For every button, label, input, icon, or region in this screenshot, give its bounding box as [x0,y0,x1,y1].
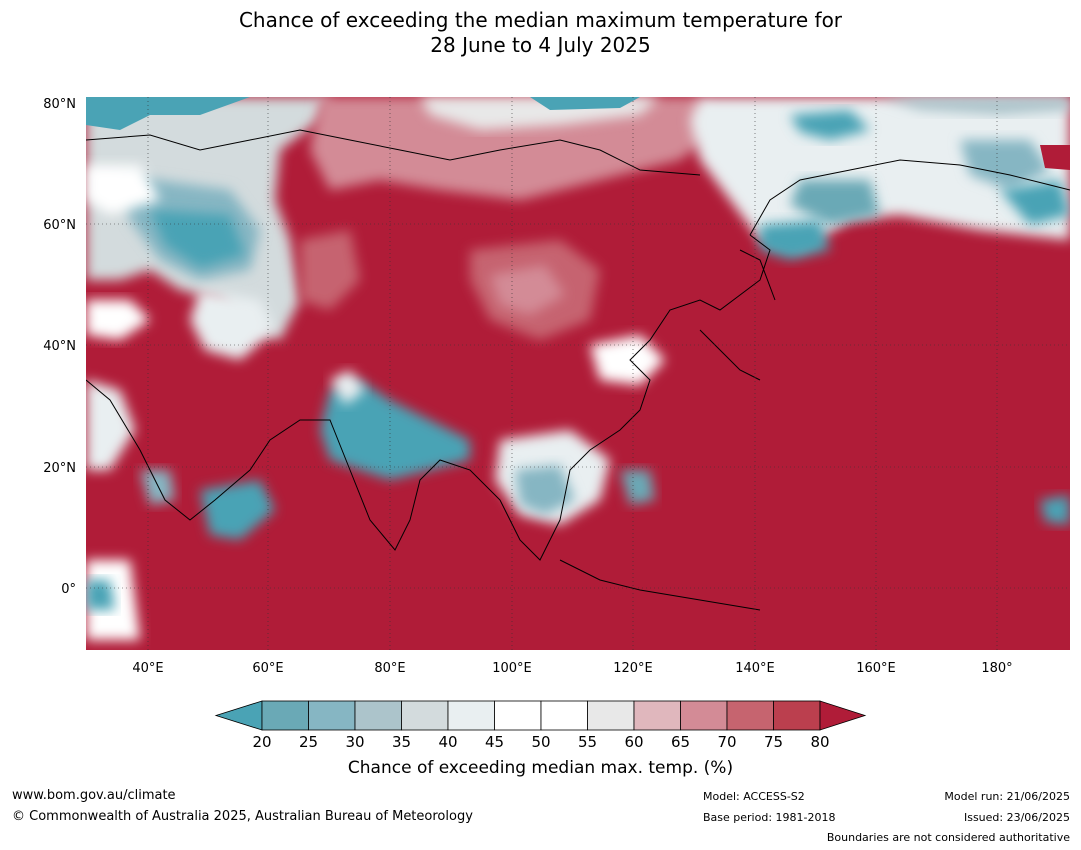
lat-label: 20°N [43,461,76,476]
lat-label: 0° [61,582,76,597]
website-url[interactable]: www.bom.gov.au/climate [12,788,176,803]
colorbar-tick: 40 [438,733,457,751]
colorbar-swatch [447,700,495,731]
colorbar: 20 25 30 35 40 45 50 55 60 65 70 75 80 [214,700,867,751]
lon-label: 120°E [613,661,653,676]
colorbar-swatch [680,700,728,731]
colorbar-swatch [308,700,356,731]
lon-label: 180° [981,661,1012,676]
map-title: Chance of exceeding the median maximum t… [0,8,1081,58]
probability-field [86,97,1070,640]
colorbar-tick: 25 [299,733,318,751]
colorbar-tick: 70 [717,733,736,751]
colorbar-swatch [401,700,449,731]
colorbar-tick: 50 [531,733,550,751]
issued-date: Issued: 23/06/2025 [963,811,1070,824]
copyright-text: © Commonwealth of Australia 2025, Austra… [12,809,473,824]
colorbar-tick: 45 [485,733,504,751]
colorbar-swatch [633,700,681,731]
forecast-map: 80°N 60°N 40°N 20°N 0° 40°E 60°E 80°E 10… [43,97,1070,676]
title-line-1: Chance of exceeding the median maximum t… [238,8,843,32]
colorbar-tick: 55 [578,733,597,751]
colorbar-ticks: 20 25 30 35 40 45 50 55 60 65 70 75 80 [252,733,829,751]
colorbar-extension-high [819,700,867,731]
colorbar-extension-low [214,700,263,731]
colorbar-swatch [494,700,542,731]
lon-label: 40°E [132,661,163,676]
lat-label: 40°N [43,339,76,354]
colorbar-tick: 60 [624,733,643,751]
disclaimer: Boundaries are not considered authoritat… [826,831,1070,844]
title-line-2: 28 June to 4 July 2025 [430,33,651,57]
colorbar-tick: 35 [392,733,411,751]
lon-label: 60°E [252,661,283,676]
lon-label: 140°E [735,661,775,676]
colorbar-swatch [726,700,774,731]
colorbar-swatch [587,700,635,731]
lon-label: 100°E [492,661,532,676]
colorbar-swatch [540,700,588,731]
model-run: Model run: 21/06/2025 [944,790,1070,803]
lon-label: 80°E [374,661,405,676]
model-name: Model: ACCESS-S2 [703,790,805,803]
colorbar-tick: 30 [345,733,364,751]
lon-label: 160°E [856,661,896,676]
lat-label: 80°N [43,97,76,112]
colorbar-swatch [261,700,309,731]
colorbar-tick: 75 [764,733,783,751]
lat-label: 60°N [43,218,76,233]
colorbar-swatch [773,700,821,731]
longitude-labels: 40°E 60°E 80°E 100°E 120°E 140°E 160°E 1… [132,661,1012,676]
colorbar-tick: 80 [810,733,829,751]
colorbar-swatches [214,700,867,731]
colorbar-swatch [354,700,402,731]
latitude-labels: 80°N 60°N 40°N 20°N 0° [43,97,76,597]
coastlines [86,129,1070,611]
colorbar-tick: 65 [671,733,690,751]
colorbar-label: Chance of exceeding median max. temp. (%… [347,758,734,778]
base-period: Base period: 1981-2018 [703,811,836,824]
graticule [86,97,1070,650]
colorbar-tick: 20 [252,733,271,751]
